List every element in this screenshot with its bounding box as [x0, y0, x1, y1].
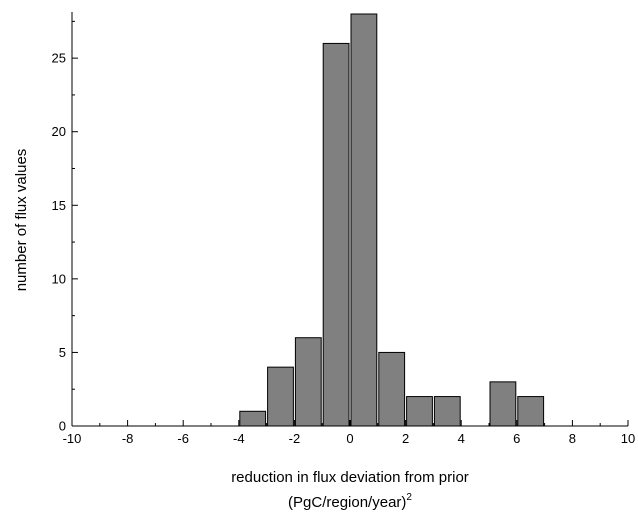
histogram-bar	[406, 396, 433, 427]
y-tick-label: 10	[52, 271, 66, 286]
histogram-bar	[239, 410, 267, 427]
x-axis-units-superscript: 2	[406, 492, 412, 503]
y-tick-label: 25	[52, 51, 66, 66]
y-tick-label: 5	[59, 345, 66, 360]
histogram-bar	[322, 42, 350, 427]
labels-layer: number of flux values reduction in flux …	[13, 149, 469, 511]
histogram-bar	[350, 13, 378, 427]
x-tick-label: 8	[569, 431, 576, 446]
axes-layer: -10 -8 -6 -4 -2 0 2 4 6 8 10 0 5 10 15 20 25	[52, 12, 635, 446]
x-tick-label: -2	[289, 431, 301, 446]
histogram-bar	[517, 396, 545, 427]
histogram-bar	[294, 337, 322, 427]
x-tick-label: -4	[233, 431, 245, 446]
x-tick-label: 4	[458, 431, 465, 446]
histogram-bar	[433, 396, 461, 427]
x-axis-label: reduction in flux deviation from prior	[231, 469, 469, 486]
histogram-bar	[489, 381, 517, 427]
x-tick-label: -8	[122, 431, 134, 446]
bars-layer	[239, 13, 545, 427]
x-tick-label: -6	[177, 431, 189, 446]
histogram-bar	[378, 351, 406, 427]
histogram-bar	[267, 366, 294, 427]
x-tick-label: 0	[346, 431, 353, 446]
x-tick-label: 10	[621, 431, 635, 446]
y-tick-label: 15	[52, 198, 66, 213]
x-axis-units-text: (PgC/region/year)	[288, 494, 406, 511]
y-tick-label: 20	[52, 124, 66, 139]
x-axis-label-units: (PgC/region/year)2	[288, 492, 412, 511]
y-axis-label: number of flux values	[13, 149, 30, 292]
x-tick-label: -10	[63, 431, 82, 446]
y-tick-label: 0	[59, 419, 66, 434]
x-tick-label: 2	[402, 431, 409, 446]
x-tick-label: 6	[513, 431, 520, 446]
